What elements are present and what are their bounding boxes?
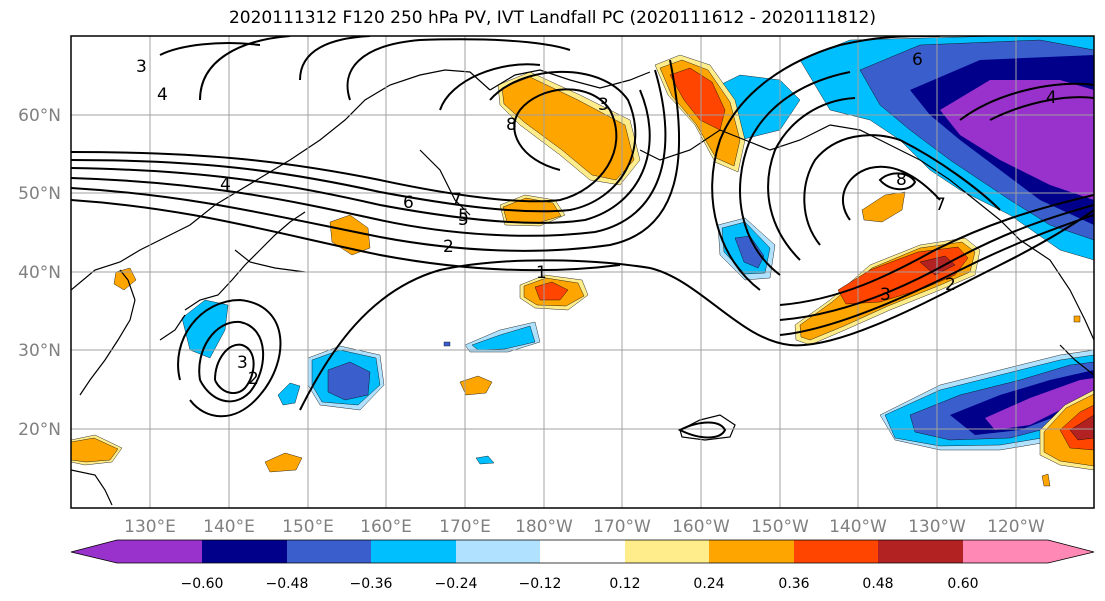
colorbar-segment bbox=[371, 540, 456, 563]
colorbar-tick-label: −0.48 bbox=[266, 576, 309, 592]
colorbar-segment bbox=[287, 540, 371, 563]
lon-label: 150°W bbox=[751, 517, 809, 537]
contour-label: 6 bbox=[912, 50, 923, 70]
lat-label: 50°N bbox=[18, 184, 61, 204]
lon-label: 130°W bbox=[908, 517, 966, 537]
colorbar-segment bbox=[71, 540, 202, 563]
colorbar-segment bbox=[878, 540, 963, 563]
lon-label: 120°W bbox=[987, 517, 1045, 537]
contour-label: 4 bbox=[1046, 88, 1057, 108]
colorbar-segment bbox=[456, 540, 540, 563]
contour-label: 6 bbox=[403, 193, 414, 213]
colorbar-segment bbox=[963, 540, 1094, 563]
colorbar-segment bbox=[794, 540, 878, 563]
lon-label: 180°W bbox=[515, 517, 573, 537]
colorbar-tick-label: −0.12 bbox=[519, 576, 562, 592]
coastline-layer bbox=[71, 69, 1094, 506]
lat-label-group: 60°N 50°N 40°N 30°N 20°N bbox=[18, 106, 61, 440]
colorbar-segment bbox=[540, 540, 625, 563]
contour-label: 2 bbox=[945, 275, 956, 295]
lon-label: 140°W bbox=[829, 517, 887, 537]
lon-label: 130°E bbox=[124, 517, 176, 537]
map-frame bbox=[70, 35, 1095, 509]
colorbar: −0.60 −0.48 −0.36 −0.24 −0.12 0.12 0.24 … bbox=[70, 539, 1095, 592]
contour-label: 2 bbox=[248, 369, 259, 389]
colorbar-tick-label: 0.24 bbox=[693, 576, 724, 592]
contour-label: 4 bbox=[157, 85, 168, 105]
contour-label: 7 bbox=[451, 190, 462, 210]
lon-label-group: 130°E 140°E 150°E 160°E 170°E 180°W 170°… bbox=[124, 517, 1045, 537]
colorbar-tick-label: 0.12 bbox=[609, 576, 640, 592]
colorbar-tick-label: 0.60 bbox=[947, 576, 978, 592]
contour-label: 8 bbox=[506, 115, 517, 135]
contour-label: 5 bbox=[458, 206, 469, 226]
contour-label: 3 bbox=[237, 353, 248, 373]
lon-label: 160°E bbox=[360, 517, 412, 537]
contour-label: 4 bbox=[220, 175, 231, 195]
colorbar-segment bbox=[709, 540, 794, 563]
pv-contour-layer bbox=[71, 36, 1094, 439]
graticule bbox=[71, 36, 1094, 508]
contour-label: 1 bbox=[536, 263, 547, 283]
lat-label: 60°N bbox=[18, 106, 61, 126]
colorbar-outline bbox=[70, 539, 1095, 564]
colorbar-segment bbox=[625, 540, 709, 563]
contour-label: 3 bbox=[136, 57, 147, 77]
colorbar-tick-label: 0.36 bbox=[778, 576, 809, 592]
colorbar-tick-label: −0.24 bbox=[435, 576, 478, 592]
contour-label: 8 bbox=[896, 170, 907, 190]
colorbar-tick-label: −0.36 bbox=[350, 576, 393, 592]
map-title: 2020111312 F120 250 hPa PV, IVT Landfall… bbox=[228, 8, 876, 28]
lon-label: 160°W bbox=[672, 517, 730, 537]
contour-label: 7 bbox=[935, 195, 946, 215]
lat-label: 40°N bbox=[18, 263, 61, 283]
contour-label: 2 bbox=[443, 237, 454, 257]
lat-label: 30°N bbox=[18, 341, 61, 361]
lon-label: 150°E bbox=[282, 517, 334, 537]
lat-label: 20°N bbox=[18, 420, 61, 440]
contour-label: 3 bbox=[598, 95, 609, 115]
lon-label: 140°E bbox=[203, 517, 255, 537]
lon-label: 170°W bbox=[593, 517, 651, 537]
colorbar-tick-label: 0.48 bbox=[862, 576, 893, 592]
colorbar-tick-label: −0.60 bbox=[181, 576, 224, 592]
contour-label: 5 bbox=[458, 210, 469, 230]
colorbar-segment bbox=[202, 540, 287, 563]
contour-label: 3 bbox=[880, 285, 891, 305]
contour-label-group: 3 4 8 3 4 5 6 7 5 2 1 3 2 8 7 3 2 4 6 bbox=[136, 50, 1057, 389]
lon-label: 170°E bbox=[439, 517, 491, 537]
